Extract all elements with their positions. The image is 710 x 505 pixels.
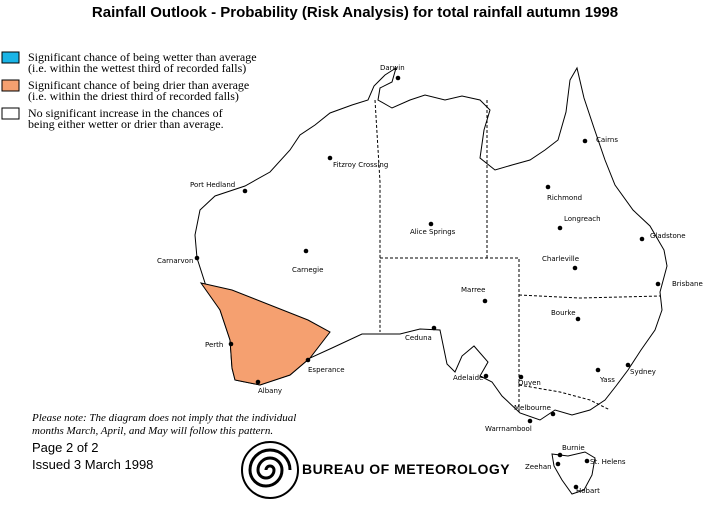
city-dot (582, 138, 588, 144)
city-dot (545, 184, 551, 190)
city-dot (395, 75, 401, 81)
city-label: Longreach (564, 215, 601, 223)
city-dot (550, 411, 556, 417)
legend-text: being either wetter or drier than averag… (28, 117, 224, 131)
city-dot (527, 418, 533, 424)
legend-swatch (1, 51, 20, 64)
state-border (374, 99, 381, 332)
issued-date: Issued 3 March 1998 (32, 457, 153, 472)
state-border (518, 294, 661, 299)
state-border (518, 384, 611, 411)
city-label: Yass (599, 376, 615, 384)
city-dot (483, 373, 489, 379)
city-dot (428, 221, 434, 227)
city-label: Ouyen (518, 379, 541, 387)
title: Rainfall Outlook - Probability (Risk Ana… (92, 4, 618, 21)
city-dot (305, 357, 311, 363)
city-dot (639, 236, 645, 242)
city-label: Gladstone (650, 232, 686, 240)
city-label: Alice Springs (410, 228, 456, 236)
note: Please note: The diagram does not imply … (31, 412, 296, 424)
tasmania (551, 451, 596, 495)
city-label: Carnarvon (157, 257, 193, 265)
city-label: Burnie (562, 444, 585, 452)
city-label: Esperance (308, 366, 345, 374)
city-label: Melbourne (514, 404, 551, 412)
city-label: Marree (461, 286, 485, 294)
city-dot (584, 458, 590, 464)
note: months March, April, and May will follow… (32, 425, 273, 437)
city-label: Charleville (542, 255, 579, 263)
city-dot (194, 255, 200, 261)
city-label: St. Helens (590, 458, 626, 466)
city-dot (482, 298, 488, 304)
city-dot (557, 225, 563, 231)
city-dot (575, 316, 581, 322)
legend-text: Significant chance of being drier than a… (28, 78, 249, 92)
city-dot (228, 341, 234, 347)
city-label: Richmond (547, 194, 582, 202)
city-label: Brisbane (672, 280, 703, 288)
legend-swatch (1, 79, 20, 92)
logo-text: BUREAU OF METEOROLOGY (302, 461, 510, 477)
city-label: Albany (258, 387, 282, 395)
city-dot (518, 374, 524, 380)
city-dot (557, 452, 563, 458)
city-label: Sydney (630, 368, 656, 376)
city-dot (655, 281, 661, 287)
legend-text: Significant chance of being wetter than … (28, 50, 257, 64)
legend-swatch (1, 107, 20, 120)
logo-mark (241, 441, 299, 499)
city-dot (595, 367, 601, 373)
city-label: Hobart (576, 487, 600, 495)
city-label: Zeehan (525, 463, 552, 471)
city-dot (625, 362, 631, 368)
city-label: Port Hedland (190, 181, 235, 189)
city-label: Bourke (551, 309, 576, 317)
city-label: Carnegie (292, 266, 323, 274)
city-label: Perth (205, 341, 223, 349)
city-label: Fitzroy Crossing (333, 161, 388, 169)
city-label: Ceduna (405, 334, 432, 342)
city-label: Darwin (380, 64, 405, 72)
city-label: Warrnambool (485, 425, 532, 433)
city-dot (431, 325, 437, 331)
drier-region (199, 282, 331, 386)
city-dot (555, 461, 561, 467)
city-dot (255, 379, 261, 385)
city-dot (573, 484, 579, 490)
city-dot (327, 155, 333, 161)
city-label: Cairns (596, 136, 618, 144)
state-border (380, 257, 520, 412)
legend-text: No significant increase in the chances o… (28, 106, 223, 120)
city-dot (303, 248, 309, 254)
legend-text: (i.e. within the wettest third of record… (28, 61, 246, 75)
legend-text: (i.e. within the driest third of recorde… (28, 89, 239, 103)
city-dot (572, 265, 578, 271)
page-number: Page 2 of 2 (32, 440, 99, 455)
city-label: Adelaide (453, 374, 483, 382)
city-dot (242, 188, 248, 194)
